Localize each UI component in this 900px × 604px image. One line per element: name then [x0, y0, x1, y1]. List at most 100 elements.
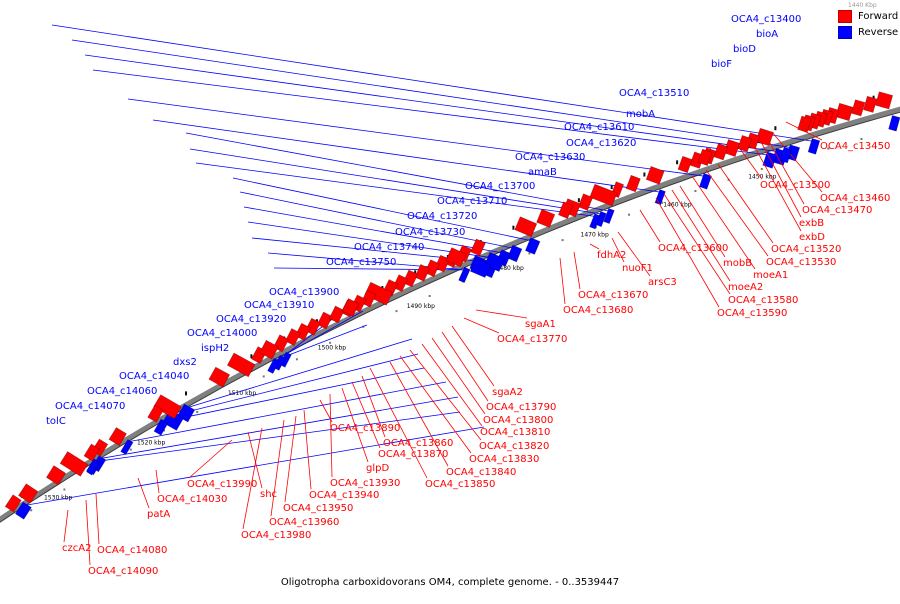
genome-backbone	[0, 106, 900, 523]
reverse-gene-label: OCA4_c13620	[566, 138, 636, 149]
reverse-gene-amaB	[525, 237, 541, 255]
forward-gene-leader	[389, 361, 449, 467]
forward-gene-OCA4_c13820	[402, 269, 419, 288]
forward-gene-OCA4_c13860	[360, 289, 377, 308]
forward-gene-label: OCA4_c13500	[760, 180, 830, 191]
reverse-gene-label: dxs2	[173, 357, 197, 368]
forward-gene-leader	[421, 343, 483, 427]
forward-gene-label: OCA4_c13670	[578, 290, 648, 301]
scale-dot	[30, 509, 33, 512]
forward-gene-leader	[737, 145, 763, 180]
forward-gene-label: OCA4_c13940	[309, 490, 379, 501]
forward-gene-label: fdhA2	[597, 250, 626, 261]
forward-gene-leader	[319, 399, 333, 423]
scale-dot	[129, 448, 132, 451]
reverse-gene-leader	[173, 353, 419, 416]
legend-reverse-label: Reverse	[858, 26, 899, 38]
scale-tick-label: 1450 kbp	[748, 174, 776, 181]
forward-gene-leader	[242, 427, 263, 530]
forward-gene-patA	[147, 404, 164, 423]
forward-gene-block	[536, 208, 556, 228]
reverse-gene-block	[779, 146, 793, 164]
forward-gene-leader	[475, 309, 528, 319]
forward-gene-block	[514, 216, 538, 238]
scale-tick-label: 1530 kbp	[44, 494, 72, 501]
reverse-gene-leader	[195, 162, 595, 217]
minor-tick	[577, 198, 580, 203]
top-scale-label: 1440 Kbp	[848, 2, 877, 9]
forward-gene-leader	[399, 355, 472, 454]
reverse-gene-label: bioD	[733, 44, 756, 55]
forward-gene-label: OCA4_c13800	[483, 415, 553, 426]
forward-gene-OCA4_c13520	[755, 127, 774, 147]
legend-reverse: Reverse	[838, 24, 898, 40]
scale-tick-label: 1480 kbp	[496, 265, 524, 272]
forward-gene-block	[208, 366, 231, 388]
minor-tick	[610, 185, 613, 190]
reverse-gene-leader	[93, 411, 461, 463]
forward-gene-leader	[361, 375, 386, 438]
forward-gene-label: OCA4_c13840	[446, 467, 516, 478]
forward-gene-leader	[573, 251, 581, 290]
reverse-gene-label: OCA4_c14060	[87, 386, 157, 397]
reverse-gene-label: OCA4_c13900	[269, 287, 339, 298]
forward-gene-OCA4_c13790	[434, 254, 451, 273]
forward-gene-label: sgaA2	[492, 387, 523, 398]
reverse-gene-label: OCA4_c13730	[395, 227, 465, 238]
forward-gene-leader	[270, 419, 285, 517]
forward-gene-label: OCA4_c13590	[717, 308, 787, 319]
reverse-gene-OCA4_c13510	[699, 173, 712, 190]
reverse-gene-label: bioA	[756, 29, 778, 40]
forward-gene-leader	[188, 439, 233, 479]
forward-gene-OCA4_c13670	[577, 193, 594, 211]
minor-tick	[414, 270, 417, 275]
reverse-gene-block	[86, 459, 100, 476]
forward-gene-OCA4_c14090	[83, 443, 101, 462]
forward-gene-block	[45, 465, 67, 486]
forward-gene-leader	[284, 415, 297, 503]
forward-gene-label: OCA4_c13830	[469, 454, 539, 465]
forward-gene-block	[697, 148, 713, 166]
reverse-gene-leader	[152, 119, 661, 193]
reverse-gene-label: OCA4_c13700	[465, 181, 535, 192]
forward-gene-label: OCA4_c13890	[330, 423, 400, 434]
forward-gene-label: OCA4_c13990	[187, 479, 257, 490]
reverse-gene-label: OCA4_c13610	[564, 122, 634, 133]
reverse-gene-label: OCA4_c13740	[354, 242, 424, 253]
reverse-gene-label: OCA4_c13400	[731, 14, 801, 25]
scale-dot	[329, 341, 332, 344]
reverse-gene-label: OCA4_c14070	[55, 401, 125, 412]
reverse-gene-label: OCA4_c13920	[216, 314, 286, 325]
forward-gene-block	[341, 298, 360, 317]
reverse-swatch-icon	[838, 25, 852, 39]
forward-gene-label: OCA4_c13960	[269, 517, 339, 528]
reverse-gene-leader	[51, 24, 814, 142]
forward-gene-block	[737, 135, 753, 153]
minor-tick	[643, 172, 646, 177]
forward-gene-block	[851, 99, 866, 117]
reverse-gene-OCA4_c14040	[120, 439, 134, 456]
forward-gene-label: OCA4_c13810	[480, 427, 550, 438]
forward-gene-label: OCA4_c14080	[97, 545, 167, 556]
forward-gene-leader	[679, 185, 726, 258]
forward-gene-label: OCA4_c13790	[486, 402, 556, 413]
forward-gene-leader	[751, 141, 802, 232]
forward-gene-leader	[617, 231, 651, 277]
forward-gene-arsC3	[625, 174, 641, 193]
scale-tick-label: 1460 kbp	[663, 202, 691, 209]
reverse-gene-OCA4_c13400	[807, 138, 821, 155]
reverse-gene-block	[469, 257, 491, 278]
forward-gene-label: patA	[147, 509, 170, 520]
forward-gene-label: OCA4_c13600	[658, 243, 728, 254]
forward-gene-block	[875, 91, 894, 110]
forward-gene-leader	[341, 387, 369, 463]
reverse-gene-leader	[279, 310, 364, 359]
reverse-gene-label: OCA4_c13720	[407, 211, 477, 222]
forward-gene-block	[108, 427, 127, 447]
minor-tick	[872, 95, 875, 100]
forward-gene-leader	[85, 499, 91, 566]
forward-gene-leader	[409, 349, 482, 441]
reverse-gene-label: OCA4_c13630	[515, 152, 585, 163]
forward-gene-leader	[451, 325, 495, 387]
scale-dot	[163, 429, 165, 432]
